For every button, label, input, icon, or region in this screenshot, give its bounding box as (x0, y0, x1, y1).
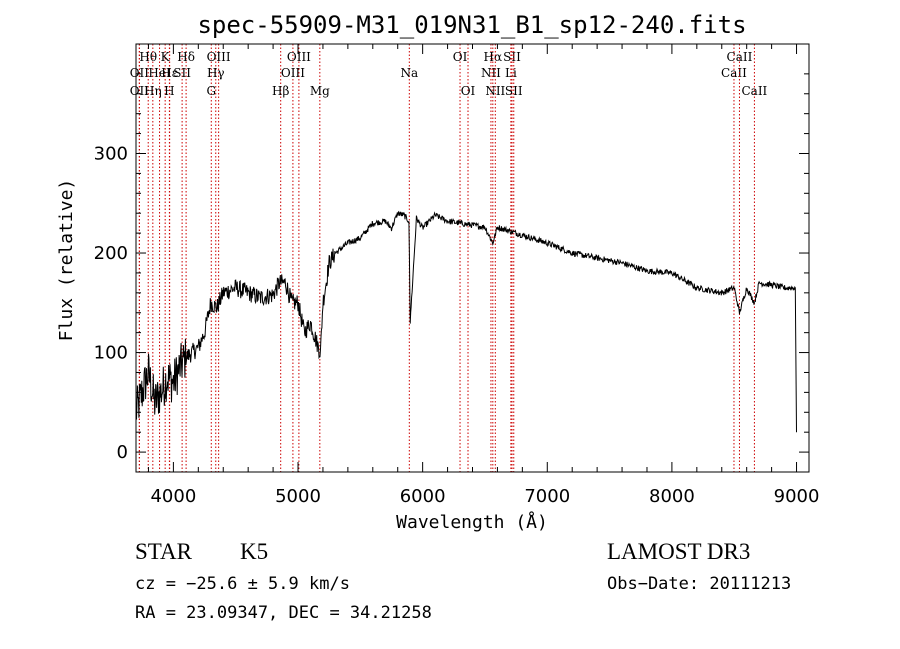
emission-line-label: NII (485, 84, 505, 98)
y-tick-label: 200 (94, 243, 128, 264)
emission-line-label: Na (400, 66, 418, 80)
x-tick-label: 4000 (150, 486, 196, 507)
emission-line-label: NII (481, 66, 501, 80)
emission-line-label: OI (461, 84, 476, 98)
emission-line-label: Li (505, 66, 517, 80)
spectrum-series (135, 210, 797, 433)
x-tick-label: 5000 (275, 486, 321, 507)
y-axis-label: Flux (relative) (56, 179, 77, 342)
emission-line-label: G (206, 84, 216, 98)
emission-line-label: CaII (741, 84, 767, 98)
x-tick-label: 9000 (774, 486, 820, 507)
emission-line-label: CaII (721, 66, 747, 80)
plot-frame (135, 43, 810, 473)
emission-line-label: SII (503, 50, 521, 64)
emission-line-label: OIII (287, 50, 311, 64)
observation-date: Obs−Date: 20111213 (607, 574, 792, 594)
emission-line-label: SII (505, 84, 523, 98)
object-subclass: K5 (240, 539, 269, 564)
object-class: STAR (135, 539, 192, 564)
y-tick-label: 300 (94, 143, 128, 164)
y-tick-label: 100 (94, 343, 128, 364)
x-axis-label: Wavelength (Å) (396, 511, 548, 533)
chart-axes: 4000 5000 6000 7000 8000 9000 0 100 200 300 (94, 43, 820, 507)
emission-line-label: OII (130, 84, 150, 98)
emission-line-label: Hβ (272, 84, 289, 98)
x-tick-label: 8000 (649, 486, 695, 507)
emission-line-label: Hγ (207, 66, 225, 80)
x-tick-label: 6000 (400, 486, 446, 507)
emission-line-label: Hθ (139, 50, 157, 64)
emission-line-label: CaII (727, 50, 753, 64)
spectrum-line (135, 210, 797, 433)
redshift-cz: cz = −25.6 ± 5.9 km/s (135, 574, 350, 594)
emission-line-label: Hα (484, 50, 503, 64)
emission-line-label: OIII (281, 66, 305, 80)
emission-line-label: Hη (144, 84, 162, 98)
emission-line-label: Hδ (177, 50, 195, 64)
emission-line-markers: OIIOIIHθHηHeIKHHεSIIHδGHγOIIIHβOIIIOIIIM… (130, 44, 768, 472)
y-tick-label: 0 (117, 442, 128, 463)
emission-line-label: OIII (207, 50, 231, 64)
emission-line-label: Mg (310, 84, 330, 98)
emission-line-label: Hε (161, 66, 178, 80)
emission-line-label: K (161, 50, 171, 64)
chart-title: spec-55909-M31_019N31_B1_sp12-240.fits (197, 11, 746, 39)
x-tick-label: 7000 (524, 486, 570, 507)
emission-line-label: SII (173, 66, 191, 80)
coordinates: RA = 23.09347, DEC = 34.21258 (135, 603, 432, 623)
survey-name: LAMOST DR3 (607, 539, 751, 564)
emission-line-label: OI (453, 50, 468, 64)
